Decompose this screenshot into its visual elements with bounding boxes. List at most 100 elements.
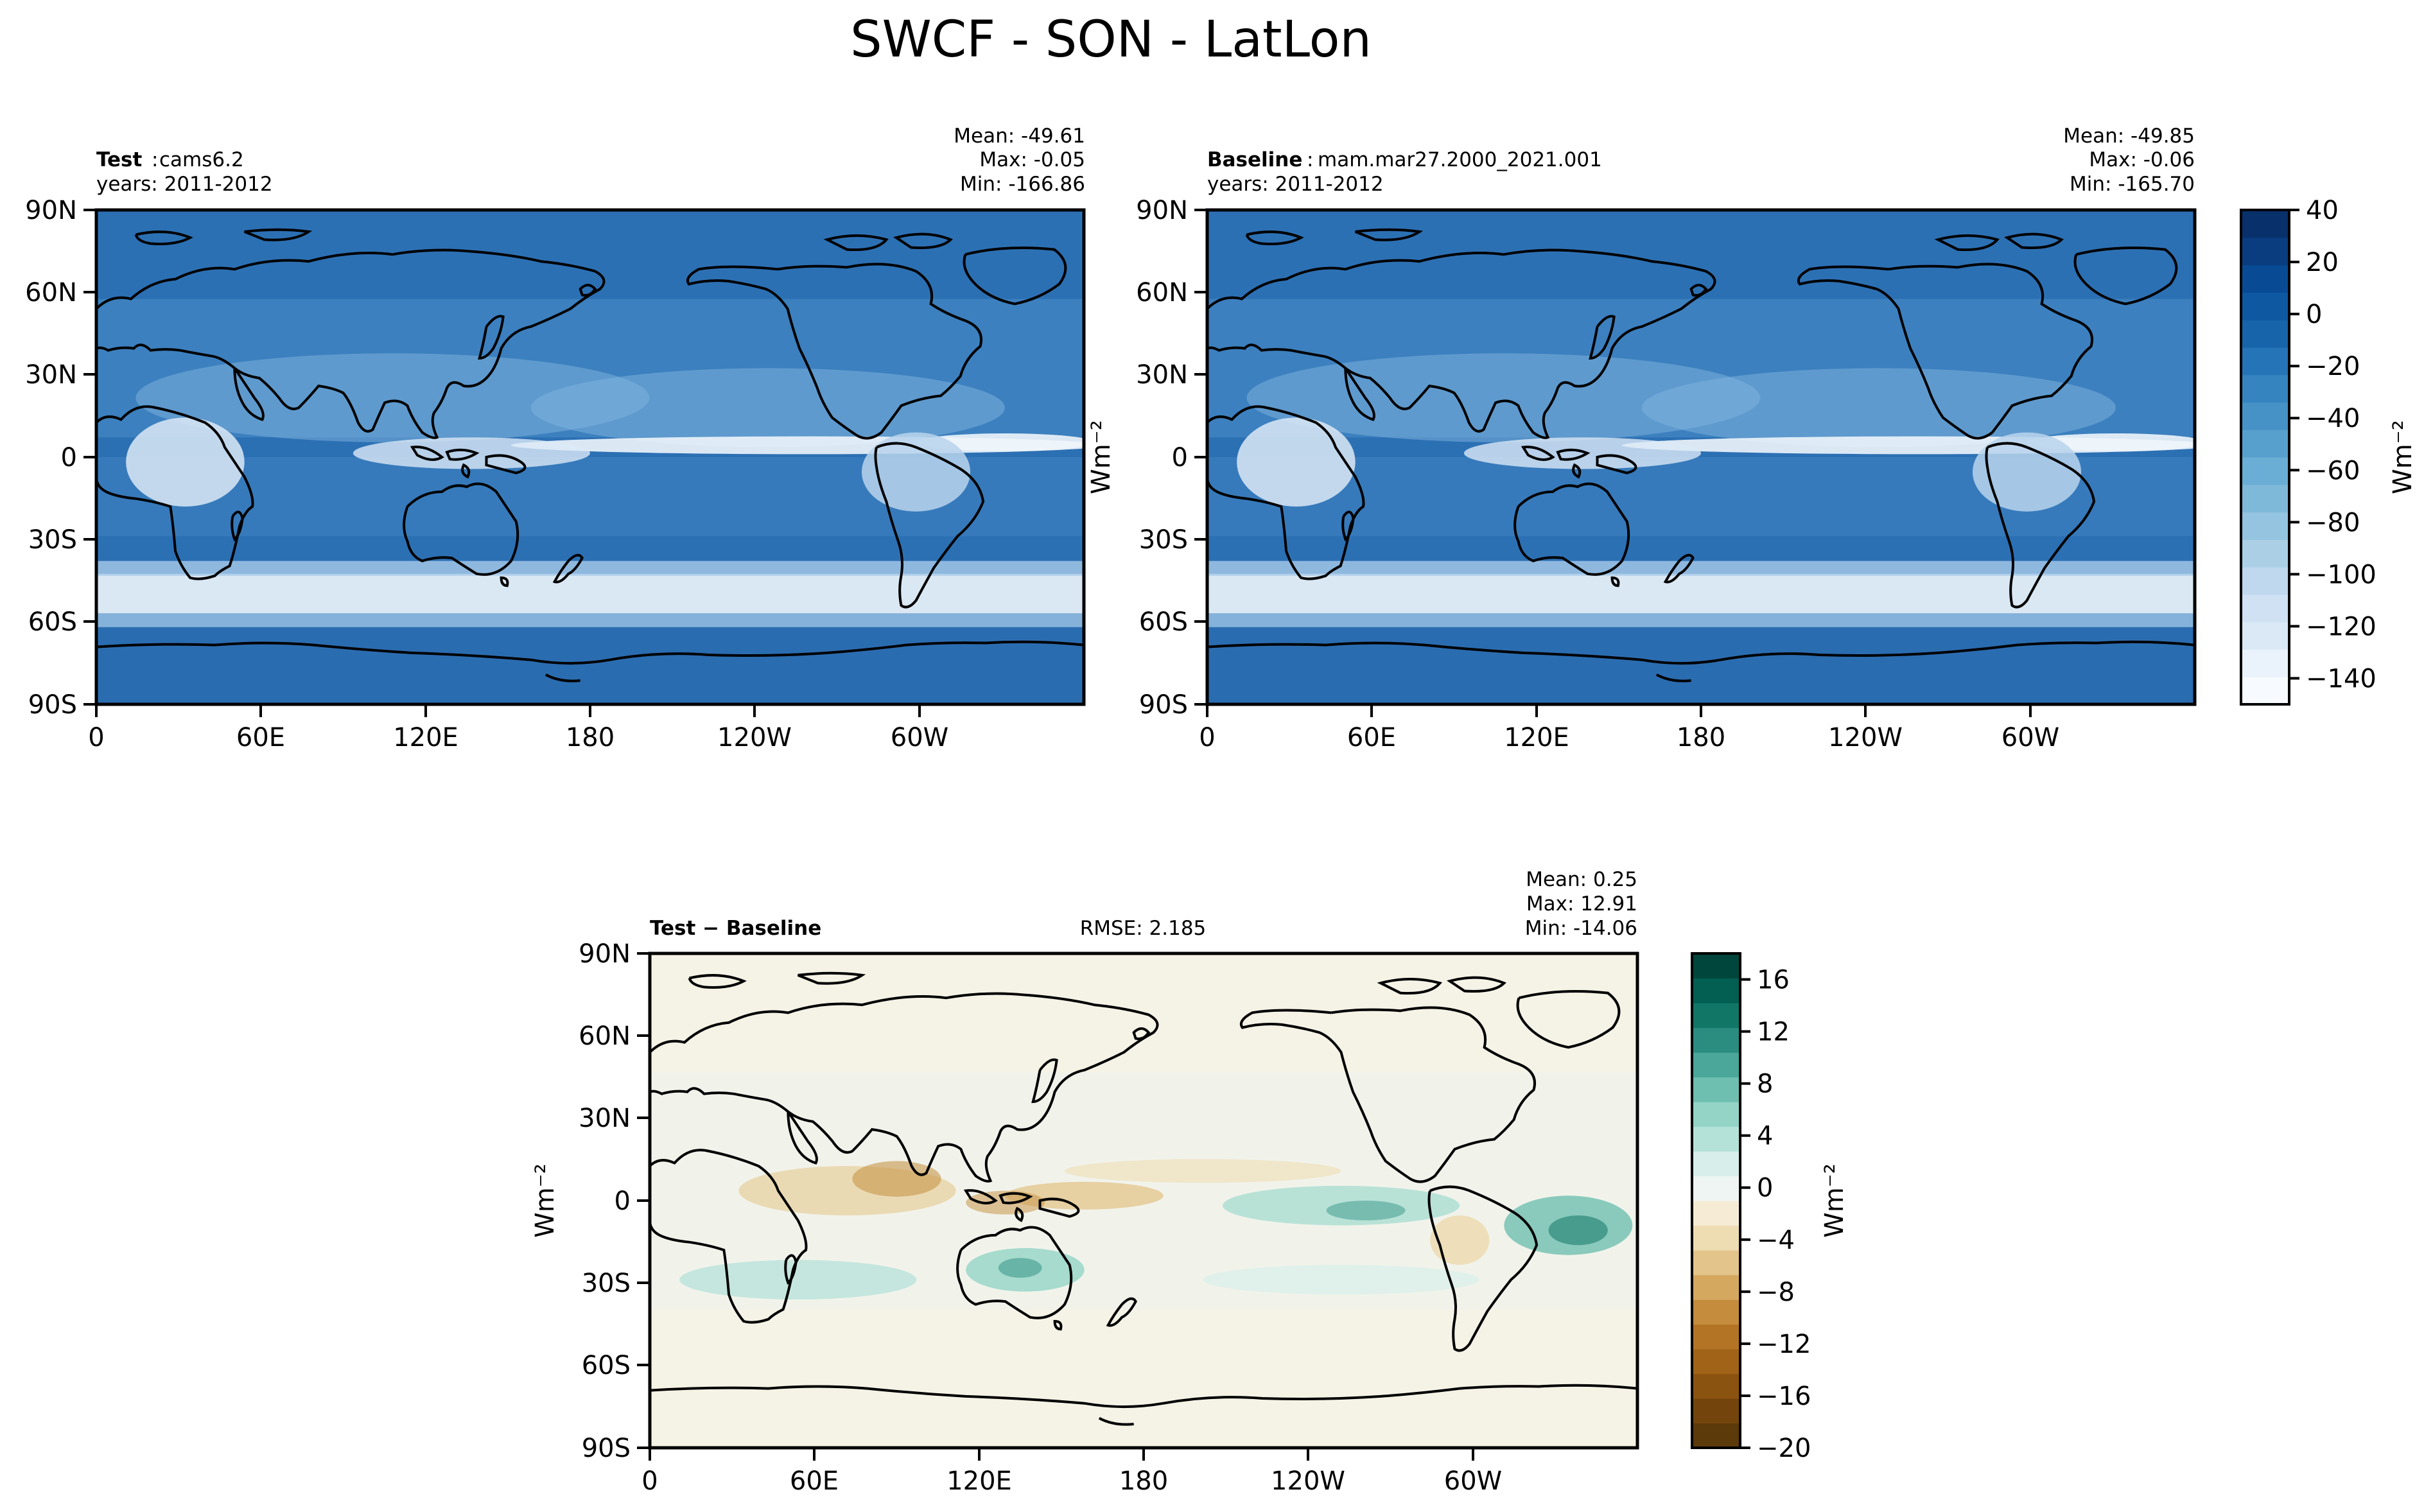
lon-tick: 120E <box>393 723 458 752</box>
panel-test-unit: Wm⁻² <box>1086 420 1116 494</box>
lat-tick: 60S <box>28 607 77 637</box>
colorbar-tick-label: −12 <box>1757 1330 1811 1359</box>
colorbar-swatch <box>2241 347 2289 376</box>
lat-tick: 30S <box>28 525 77 555</box>
colorbar-swatch <box>1692 1250 1740 1276</box>
colorbar-swatch <box>1692 1373 1740 1399</box>
lon-axis-baseline: 0 60E 120E 180 120W 60W <box>1199 704 2059 752</box>
colorbar-tick-label: 16 <box>1757 966 1790 995</box>
panel-baseline-label: Baseline <box>1207 148 1302 171</box>
panel-baseline-years: years: 2011-2012 <box>1207 173 1384 196</box>
colorbar-tick-label: 12 <box>1757 1018 1790 1047</box>
panel-diff-left-unit: Wm⁻² <box>530 1163 560 1238</box>
colorbar-swatch <box>2241 621 2289 650</box>
lon-tick: 120E <box>946 1466 1012 1496</box>
colorbar-swatch <box>2241 402 2289 430</box>
colorbar-tick-label: 0 <box>1757 1174 1773 1203</box>
lat-axis-baseline: 90N 60N 30N 0 30S 60S 90S <box>1136 196 1207 720</box>
lat-tick: 90N <box>1136 196 1188 225</box>
storm-track-band <box>1207 573 2195 614</box>
colorbar-swatch <box>1692 1201 1740 1226</box>
lat-tick: 30N <box>25 360 77 390</box>
diff-positive-region <box>1223 1185 1460 1226</box>
colorbar-main-swatches <box>2241 210 2289 705</box>
colorbar-swatch <box>2241 292 2289 320</box>
colorbar-tick-label: 20 <box>2306 248 2339 277</box>
colorbar-tick-label: −100 <box>2306 560 2376 589</box>
map-baseline <box>1205 208 2197 706</box>
colorbar-diff-unit: Wm⁻² <box>1820 1163 1849 1238</box>
map-diff <box>648 952 1639 1450</box>
colorbar-swatch <box>1692 1151 1740 1177</box>
colorbar-tick-label: −140 <box>2306 664 2376 693</box>
colorbar-swatch <box>1692 1225 1740 1251</box>
lat-axis-diff: 90N 60N 30N 0 30S 60S 90S <box>579 939 650 1463</box>
colorbar-diff: 16 12 8 4 0 −4 −8 −12 −16 −20 Wm⁻² <box>1691 952 1849 1463</box>
panel-diff-min: Min: -14.06 <box>1525 917 1637 940</box>
lon-tick: 0 <box>1199 723 1215 752</box>
colorbar-swatch <box>2241 512 2289 540</box>
colorbar-tick-label: 8 <box>1757 1070 1773 1099</box>
colorbar-swatch <box>2241 237 2289 266</box>
colorbar-swatch <box>2241 539 2289 568</box>
colorbar-swatch <box>2241 594 2289 623</box>
lat-tick: 60N <box>1136 278 1188 308</box>
colorbar-swatch <box>1692 1102 1740 1127</box>
colorbar-swatch <box>1692 1423 1740 1448</box>
lat-tick: 90S <box>1139 690 1188 720</box>
panel-test-separator: : <box>152 148 158 171</box>
lon-tick: 120W <box>1271 1466 1345 1496</box>
colorbar-swatch <box>1692 1398 1740 1424</box>
panel-baseline-name: mam.mar27.2000_2021.001 <box>1318 148 1602 171</box>
colorbar-swatch <box>1692 1274 1740 1300</box>
colorbar-tick-label: −80 <box>2306 508 2360 537</box>
colorbar-swatch <box>1692 1176 1740 1201</box>
colorbar-swatch <box>2241 484 2289 513</box>
colorbar-tick-label: 4 <box>1757 1122 1773 1151</box>
colorbar-swatch <box>2241 210 2289 238</box>
lon-tick: 0 <box>88 723 104 752</box>
lat-tick: 60N <box>579 1021 631 1051</box>
lon-tick: 60E <box>790 1466 839 1496</box>
panel-diff-mean: Mean: 0.25 <box>1526 868 1637 891</box>
lat-tick: 0 <box>615 1186 631 1216</box>
colorbar-swatch <box>2241 430 2289 458</box>
panel-baseline-separator: : <box>1307 148 1313 171</box>
colorbar-tick-label: 0 <box>2306 300 2322 329</box>
colorbar-swatch <box>2241 567 2289 595</box>
colorbar-swatch <box>1692 1126 1740 1152</box>
colorbar-swatch <box>2241 457 2289 485</box>
lon-tick: 120W <box>1828 723 1903 752</box>
lon-tick: 120W <box>717 723 792 752</box>
colorbar-swatch <box>2241 265 2289 293</box>
colorbar-swatch <box>2241 649 2289 677</box>
colorbar-swatch <box>1692 953 1740 979</box>
colorbar-tick-label: −120 <box>2306 612 2376 641</box>
panel-diff-label: Test − Baseline <box>650 917 821 940</box>
panel-diff: Test − Baseline RMSE: 2.185 Mean: 0.25 M… <box>530 868 1639 1496</box>
panel-baseline: Baseline : mam.mar27.2000_2021.001 years… <box>1136 125 2197 752</box>
colorbar-swatch <box>2241 320 2289 348</box>
lat-tick: 0 <box>61 443 77 473</box>
lon-axis-test: 0 60E 120E 180 120W 60W <box>88 704 948 752</box>
panel-test-mean: Mean: -49.61 <box>954 125 1085 148</box>
lat-tick: 60S <box>1139 607 1188 637</box>
colorbar-tick-label: −60 <box>2306 456 2360 485</box>
colorbar-tick-label: −16 <box>1757 1382 1811 1411</box>
panel-diff-rmse: RMSE: 2.185 <box>1080 917 1207 940</box>
lat-tick: 90N <box>579 939 631 969</box>
lat-tick: 90N <box>25 196 77 225</box>
colorbar-swatch <box>1692 1299 1740 1325</box>
storm-track-band <box>96 573 1084 614</box>
colorbar-diff-swatches <box>1692 953 1740 1448</box>
colorbar-main-unit: Wm⁻² <box>2388 420 2418 494</box>
panel-test-label: Test <box>96 148 143 171</box>
lon-tick: 120E <box>1504 723 1569 752</box>
colorbar-swatch <box>1692 978 1740 1004</box>
panel-test-years: years: 2011-2012 <box>96 173 273 196</box>
colorbar-swatch <box>1692 1349 1740 1375</box>
panel-test-min: Min: -166.86 <box>960 173 1085 196</box>
panel-test-name: cams6.2 <box>159 148 244 171</box>
colorbar-swatch <box>1692 1027 1740 1053</box>
